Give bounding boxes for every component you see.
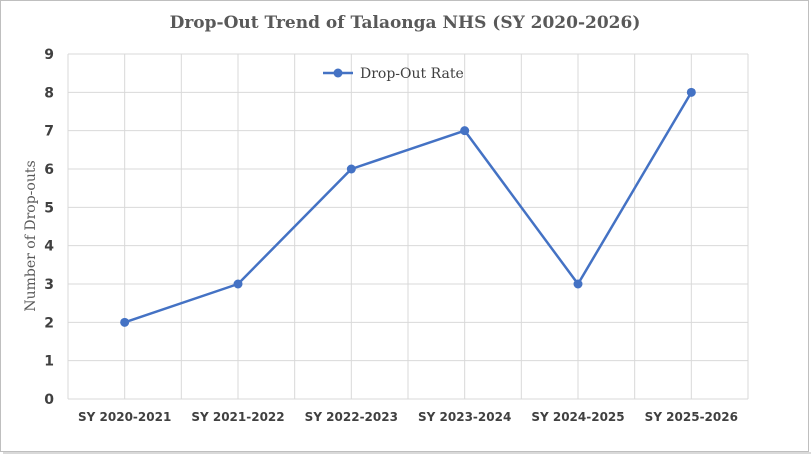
legend-entry-drop-out-rate: Drop-Out Rate <box>360 66 464 82</box>
data-point-1-6 <box>686 87 696 97</box>
x-tick-label-3: SY 2022-2023 <box>305 410 398 424</box>
x-tick-label-6: SY 2025-2026 <box>645 410 738 424</box>
y-tick-label-4: 4 <box>44 239 54 255</box>
y-tick-label-7: 7 <box>44 124 54 140</box>
y-axis-ticks: 0 1 2 3 4 5 6 7 8 9 <box>44 47 54 408</box>
data-point-1-2 <box>233 279 243 289</box>
y-tick-label-8: 8 <box>44 85 54 101</box>
x-tick-label-5: SY 2024-2025 <box>531 410 624 424</box>
x-tick-label-2: SY 2021-2022 <box>191 410 284 424</box>
y-tick-label-5: 5 <box>44 200 54 216</box>
series-group <box>120 87 696 327</box>
legend-marker-swatch <box>333 68 343 78</box>
chart-title: Drop-Out Trend of Talaonga NHS (SY 2020-… <box>170 13 641 33</box>
x-axis-ticks: SY 2020-2021 SY 2021-2022 SY 2022-2023 SY 2… <box>78 410 738 424</box>
y-tick-label-3: 3 <box>44 277 54 293</box>
data-point-1-3 <box>346 164 356 174</box>
data-point-1-1 <box>120 317 130 327</box>
y-tick-label-1: 1 <box>44 354 54 370</box>
y-tick-label-2: 2 <box>44 315 54 331</box>
data-point-1-5 <box>573 279 583 289</box>
data-point-1-4 <box>460 126 470 136</box>
series-line-1 <box>124 91 693 324</box>
y-tick-label-0: 0 <box>44 392 54 408</box>
y-tick-label-9: 9 <box>44 47 54 63</box>
gridlines <box>67 53 749 400</box>
y-tick-label-6: 6 <box>44 162 54 178</box>
y-axis-label: Number of Drop-outs <box>23 160 39 311</box>
x-tick-label-1: SY 2020-2021 <box>78 410 171 424</box>
legend: Drop-Out Rate <box>323 66 464 82</box>
x-tick-label-4: SY 2023-2024 <box>418 410 511 424</box>
